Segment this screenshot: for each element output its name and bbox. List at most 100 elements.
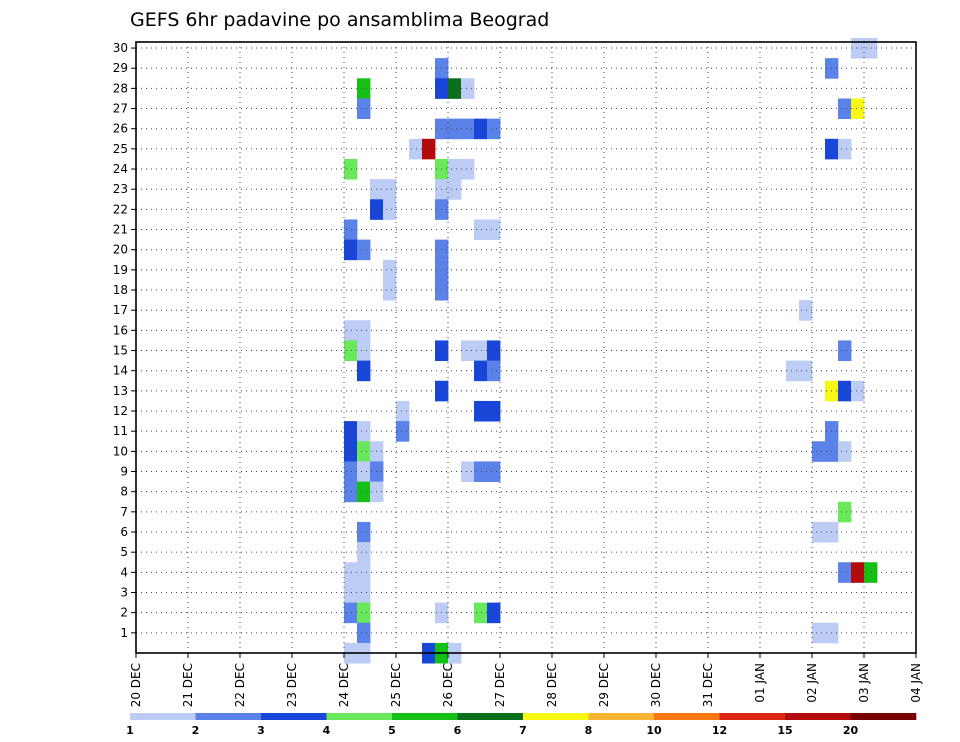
colorbar-swatch xyxy=(654,713,720,720)
heatmap-cell xyxy=(344,340,358,362)
heatmap-cell xyxy=(357,622,371,644)
colorbar-swatch xyxy=(523,713,589,720)
grid-lines xyxy=(136,42,916,653)
heatmap-cell xyxy=(357,239,371,261)
heatmap-cell xyxy=(357,441,371,462)
y-tick-label: 13 xyxy=(113,384,128,398)
heatmap-cell xyxy=(344,562,358,583)
colorbar-label: 15 xyxy=(777,724,792,737)
heatmap-cell xyxy=(383,179,397,200)
y-tick-label: 24 xyxy=(113,162,128,176)
colorbar-label: 12 xyxy=(712,724,727,737)
heatmap-cell xyxy=(812,622,826,644)
heatmap-cell xyxy=(838,340,852,362)
y-tick-label: 1 xyxy=(120,626,128,640)
colorbar-label: 3 xyxy=(257,724,265,737)
y-tick-label: 21 xyxy=(113,223,128,237)
heatmap-cell xyxy=(487,400,501,422)
colorbar-label: 5 xyxy=(388,724,396,737)
heatmap-cell xyxy=(799,300,813,321)
y-tick-label: 20 xyxy=(113,243,128,257)
heatmap-cell xyxy=(474,340,488,362)
axes: 1234567891011121314151617181920212223242… xyxy=(113,41,923,707)
heatmap-cell xyxy=(357,582,371,603)
heatmap-cell xyxy=(812,521,826,543)
x-tick-label: 29 DEC xyxy=(597,663,611,707)
x-tick-label: 20 DEC xyxy=(129,663,143,707)
y-tick-label: 3 xyxy=(120,586,128,600)
heatmap-cell xyxy=(357,521,371,543)
y-tick-label: 27 xyxy=(113,102,128,116)
heatmap-cell xyxy=(786,360,800,382)
colorbar-label: 8 xyxy=(585,724,593,737)
colorbar-label: 1 xyxy=(126,724,134,737)
heatmap-cell xyxy=(344,320,358,341)
y-tick-label: 17 xyxy=(113,303,128,317)
colorbar-label: 7 xyxy=(519,724,527,737)
heatmap-cell xyxy=(851,98,865,120)
colorbar-swatch xyxy=(261,713,327,720)
heatmap-cell xyxy=(344,158,358,180)
heatmap-cell xyxy=(838,501,852,523)
colorbar-label: 6 xyxy=(454,724,462,737)
heatmap-cell xyxy=(357,320,371,341)
heatmap-cell xyxy=(383,279,397,301)
colorbar-label: 10 xyxy=(646,724,662,737)
x-tick-label: 04 JAN xyxy=(909,663,923,703)
heatmap-cell xyxy=(838,562,852,583)
x-tick-label: 01 JAN xyxy=(753,663,767,703)
heatmap-cell xyxy=(448,78,462,99)
y-tick-label: 6 xyxy=(120,525,128,539)
y-tick-label: 2 xyxy=(120,606,128,620)
heatmap-cell xyxy=(461,340,475,362)
heatmap-cell xyxy=(357,421,371,442)
x-tick-label: 21 DEC xyxy=(181,663,195,707)
heatmap-cell xyxy=(799,360,813,382)
heatmap-cell xyxy=(474,602,488,624)
heatmap-cell xyxy=(357,360,371,382)
y-tick-label: 28 xyxy=(113,81,128,95)
heatmap-cell xyxy=(487,219,501,241)
heatmap-cell xyxy=(344,461,358,482)
y-tick-label: 7 xyxy=(120,505,128,519)
colorbar-swatch xyxy=(719,713,786,720)
colorbar-label: 20 xyxy=(843,724,859,737)
heatmap-cell xyxy=(487,340,501,362)
heatmap-cell xyxy=(344,481,358,503)
x-tick-label: 26 DEC xyxy=(441,663,455,707)
heatmap-cell xyxy=(461,118,475,140)
heatmap-cell xyxy=(383,259,397,281)
y-tick-label: 11 xyxy=(113,424,128,438)
y-tick-label: 15 xyxy=(113,344,128,358)
heatmap-cell xyxy=(838,98,852,120)
heatmap-cell xyxy=(864,37,878,59)
x-tick-label: 27 DEC xyxy=(493,663,507,707)
x-tick-label: 23 DEC xyxy=(285,663,299,707)
heatmap-cell xyxy=(487,360,501,382)
heatmap-cells xyxy=(344,37,878,664)
heatmap-cell xyxy=(864,562,878,583)
heatmap-cell xyxy=(357,542,371,563)
y-tick-label: 9 xyxy=(120,465,128,479)
y-tick-label: 10 xyxy=(113,444,128,458)
colorbar-swatch xyxy=(130,713,196,720)
plot-frame xyxy=(135,41,917,654)
x-tick-label: 24 DEC xyxy=(337,663,351,707)
heatmap-cell xyxy=(357,481,371,503)
x-tick-label: 22 DEC xyxy=(233,663,247,707)
heatmap-cell xyxy=(487,461,501,482)
colorbar-swatch xyxy=(588,713,655,720)
heatmap-cell xyxy=(344,421,358,442)
heatmap-cell xyxy=(357,340,371,362)
chart-title: GEFS 6hr padavine po ansamblima Beograd xyxy=(130,9,549,31)
heatmap-cell xyxy=(851,380,865,402)
y-tick-label: 8 xyxy=(120,485,128,499)
y-tick-label: 26 xyxy=(113,122,128,136)
heatmap-cell xyxy=(474,461,488,482)
colorbar-swatch xyxy=(326,713,393,720)
y-tick-label: 14 xyxy=(113,364,128,378)
heatmap-cell xyxy=(422,138,436,160)
x-tick-label: 30 DEC xyxy=(649,663,663,707)
colorbar: 1 2 3 4 5 6 7 8 10 12 15 20 xyxy=(126,713,917,737)
